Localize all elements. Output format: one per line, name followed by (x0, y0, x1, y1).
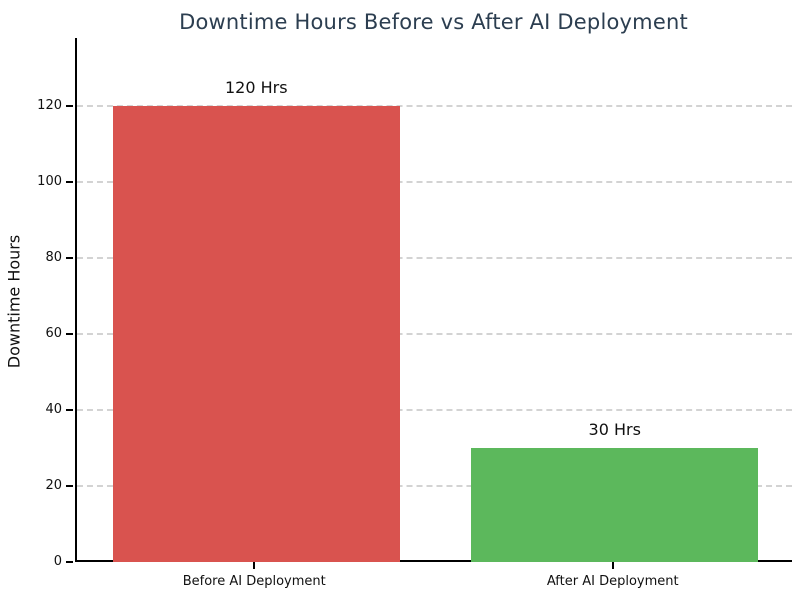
y-tick-mark (66, 485, 73, 488)
chart-title: Downtime Hours Before vs After AI Deploy… (179, 10, 688, 34)
bar-after (471, 448, 759, 562)
gridline (77, 181, 792, 184)
gridline (77, 409, 792, 412)
y-tick-label: 120 (37, 98, 62, 114)
y-tick-label: 100 (37, 174, 62, 190)
gridline (77, 485, 792, 488)
y-tick-mark (66, 333, 73, 336)
gridline (77, 333, 792, 336)
bar-value-label: 120 Hrs (224, 78, 288, 98)
y-axis-label: Downtime Hours (4, 234, 24, 369)
y-tick-label: 60 (45, 326, 62, 342)
y-tick-label: 40 (45, 402, 62, 418)
y-tick-mark (66, 181, 73, 184)
gridline (77, 257, 792, 260)
x-tick-label: After AI Deployment (546, 574, 679, 589)
y-tick-label: 0 (53, 554, 62, 569)
plot-area: 120 Hrs 30 Hrs (75, 38, 792, 562)
x-tick-mark (611, 562, 614, 569)
x-tick-mark (253, 562, 256, 569)
x-tick-label: Before AI Deployment (182, 574, 326, 589)
bar-before (112, 106, 400, 562)
y-tick-label: 80 (45, 250, 62, 266)
bar-value-label: 30 Hrs (588, 420, 641, 440)
y-tick-mark (66, 105, 73, 108)
y-tick-mark (66, 257, 73, 260)
gridline (77, 105, 792, 108)
y-tick-label: 20 (45, 478, 62, 494)
y-tick-mark (66, 561, 73, 563)
y-tick-mark (66, 409, 73, 412)
